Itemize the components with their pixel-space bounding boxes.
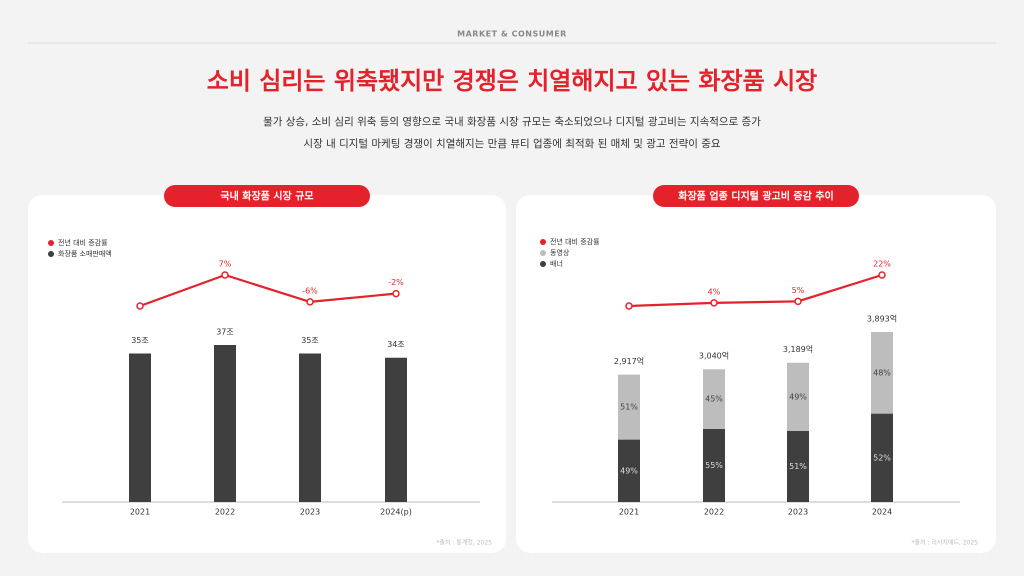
trend-line <box>628 273 883 308</box>
segment-label: 51% <box>789 462 807 471</box>
x-tick-label: 2023 <box>300 508 320 517</box>
total-label: 3,893억 <box>867 314 897 324</box>
legend-label: 화장품 소매판매액 <box>58 249 112 258</box>
total-label: 3,189억 <box>783 344 813 354</box>
bar-segment <box>618 374 640 440</box>
x-tick-label: 2021 <box>619 508 639 517</box>
segment-label: 49% <box>789 392 807 401</box>
legend-label: 전년 대비 증감률 <box>58 238 108 247</box>
trend-label: -2% <box>388 278 404 287</box>
panel <box>516 195 996 553</box>
subtitle-line: 시장 내 디지털 마케팅 경쟁이 치열해지는 만큼 뷰티 업종에 최적화 된 매… <box>303 137 720 150</box>
bar-segment <box>703 428 725 502</box>
bar-segment <box>787 430 809 502</box>
x-tick-label: 2023 <box>788 508 808 517</box>
trend-label: -6% <box>302 286 318 295</box>
trend-point <box>221 271 229 279</box>
bar-value-label: 35조 <box>131 336 149 345</box>
x-tick-label: 2022 <box>215 508 235 517</box>
bar <box>299 353 321 502</box>
bar <box>129 353 151 502</box>
legend-label: 동영상 <box>550 248 570 257</box>
panel <box>28 195 506 553</box>
source-note: *출처 : 통계청, 2025 <box>436 539 492 547</box>
trend-point <box>136 302 144 310</box>
subtitle-line: 물가 상승, 소비 심리 위축 등의 영향으로 국내 화장품 시장 규모는 축소… <box>263 115 761 128</box>
segment-label: 51% <box>620 403 638 412</box>
segment-label: 45% <box>705 395 723 404</box>
trend-point <box>878 271 886 279</box>
segment-label: 52% <box>873 453 891 462</box>
x-tick-label: 2021 <box>130 508 150 517</box>
trend-label: 22% <box>873 260 891 269</box>
bar-segment <box>871 413 893 502</box>
trend-point <box>392 289 400 298</box>
trend-point <box>625 302 633 310</box>
legend-swatch <box>48 240 54 246</box>
trend-point <box>306 298 314 306</box>
x-tick-label: 2022 <box>704 508 724 517</box>
panel-title-pill <box>164 185 370 207</box>
trend-label: 4% <box>708 287 721 296</box>
bar <box>385 357 407 502</box>
panel-title: 국내 화장품 시장 규모 <box>220 190 313 203</box>
legend-swatch <box>540 250 546 256</box>
panel-title: 화장품 업종 디지털 광고비 증감 추이 <box>678 190 833 203</box>
x-tick-label: 2024(p) <box>380 508 412 517</box>
total-label: 3,040억 <box>699 351 729 361</box>
trend-line <box>139 273 397 308</box>
total-label: 2,917억 <box>614 356 644 366</box>
legend-label: 전년 대비 증감률 <box>550 237 600 246</box>
legend-label: 배너 <box>550 259 563 268</box>
segment-label: 48% <box>873 368 891 377</box>
trend-label: 5% <box>792 286 805 295</box>
trend-point <box>794 297 802 306</box>
main-title: 소비 심리는 위축됐지만 경쟁은 치열해지고 있는 화장품 시장 <box>207 67 818 95</box>
legend-swatch <box>48 251 54 257</box>
segment-label: 55% <box>705 461 723 470</box>
bar-value-label: 34조 <box>387 340 405 349</box>
legend-swatch <box>540 261 546 267</box>
trend-point <box>710 299 718 307</box>
bar-value-label: 35조 <box>301 336 319 345</box>
trend-label: 7% <box>219 260 232 269</box>
bar-segment <box>787 362 809 431</box>
bar-segment <box>703 369 725 429</box>
segment-label: 49% <box>620 466 638 475</box>
source-note: *출처 : 리서치애드, 2025 <box>911 539 978 547</box>
bar-segment <box>618 439 640 502</box>
panel-title-pill <box>653 185 859 207</box>
legend-swatch <box>540 239 546 245</box>
section-label: MARKET & CONSUMER <box>457 30 567 39</box>
bar-value-label: 37조 <box>216 328 234 337</box>
bar-segment <box>871 332 893 414</box>
bar <box>214 345 236 502</box>
x-tick-label: 2024 <box>872 508 892 517</box>
